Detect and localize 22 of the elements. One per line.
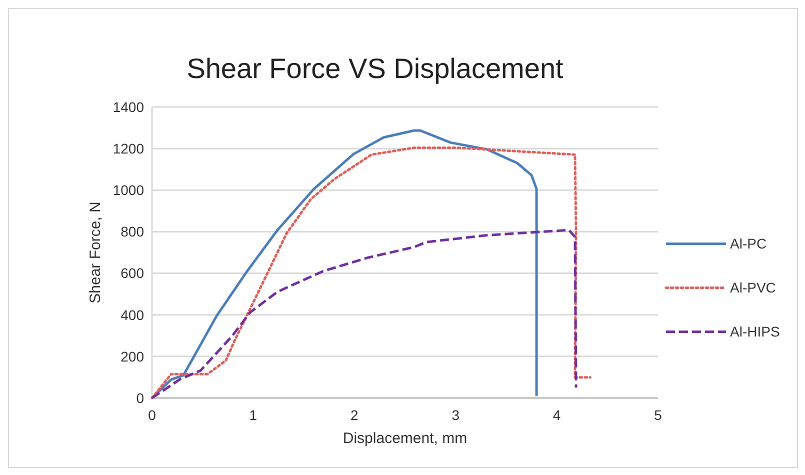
x-tick-label: 1 bbox=[249, 407, 258, 423]
x-tick-label: 0 bbox=[148, 407, 156, 423]
y-tick-label: 600 bbox=[120, 265, 144, 282]
y-tick-label: 800 bbox=[120, 224, 144, 240]
legend-label: Al-PC bbox=[730, 236, 767, 252]
x-tick-label: 2 bbox=[350, 407, 358, 423]
y-axis-title: Shear Force, N bbox=[87, 202, 104, 304]
legend-label: Al-HIPS bbox=[730, 324, 780, 340]
x-tick-label: 4 bbox=[552, 407, 561, 423]
y-tick-label: 1200 bbox=[112, 140, 144, 156]
line-series bbox=[150, 146, 592, 400]
line-series bbox=[150, 228, 578, 400]
x-tick-label: 3 bbox=[452, 407, 460, 423]
chart-title: Shear Force VS Displacement bbox=[186, 53, 564, 84]
y-tick-label: 1000 bbox=[112, 182, 144, 198]
legend-label: Al-PVC bbox=[730, 280, 776, 296]
x-axis-title: Displacement, mm bbox=[342, 430, 468, 447]
y-tick-label: 200 bbox=[120, 348, 144, 364]
y-tick-label: 1400 bbox=[112, 98, 144, 115]
x-tick-label: 5 bbox=[654, 407, 662, 423]
y-tick-label: 0 bbox=[136, 390, 144, 406]
y-tick-label: 400 bbox=[120, 306, 144, 323]
